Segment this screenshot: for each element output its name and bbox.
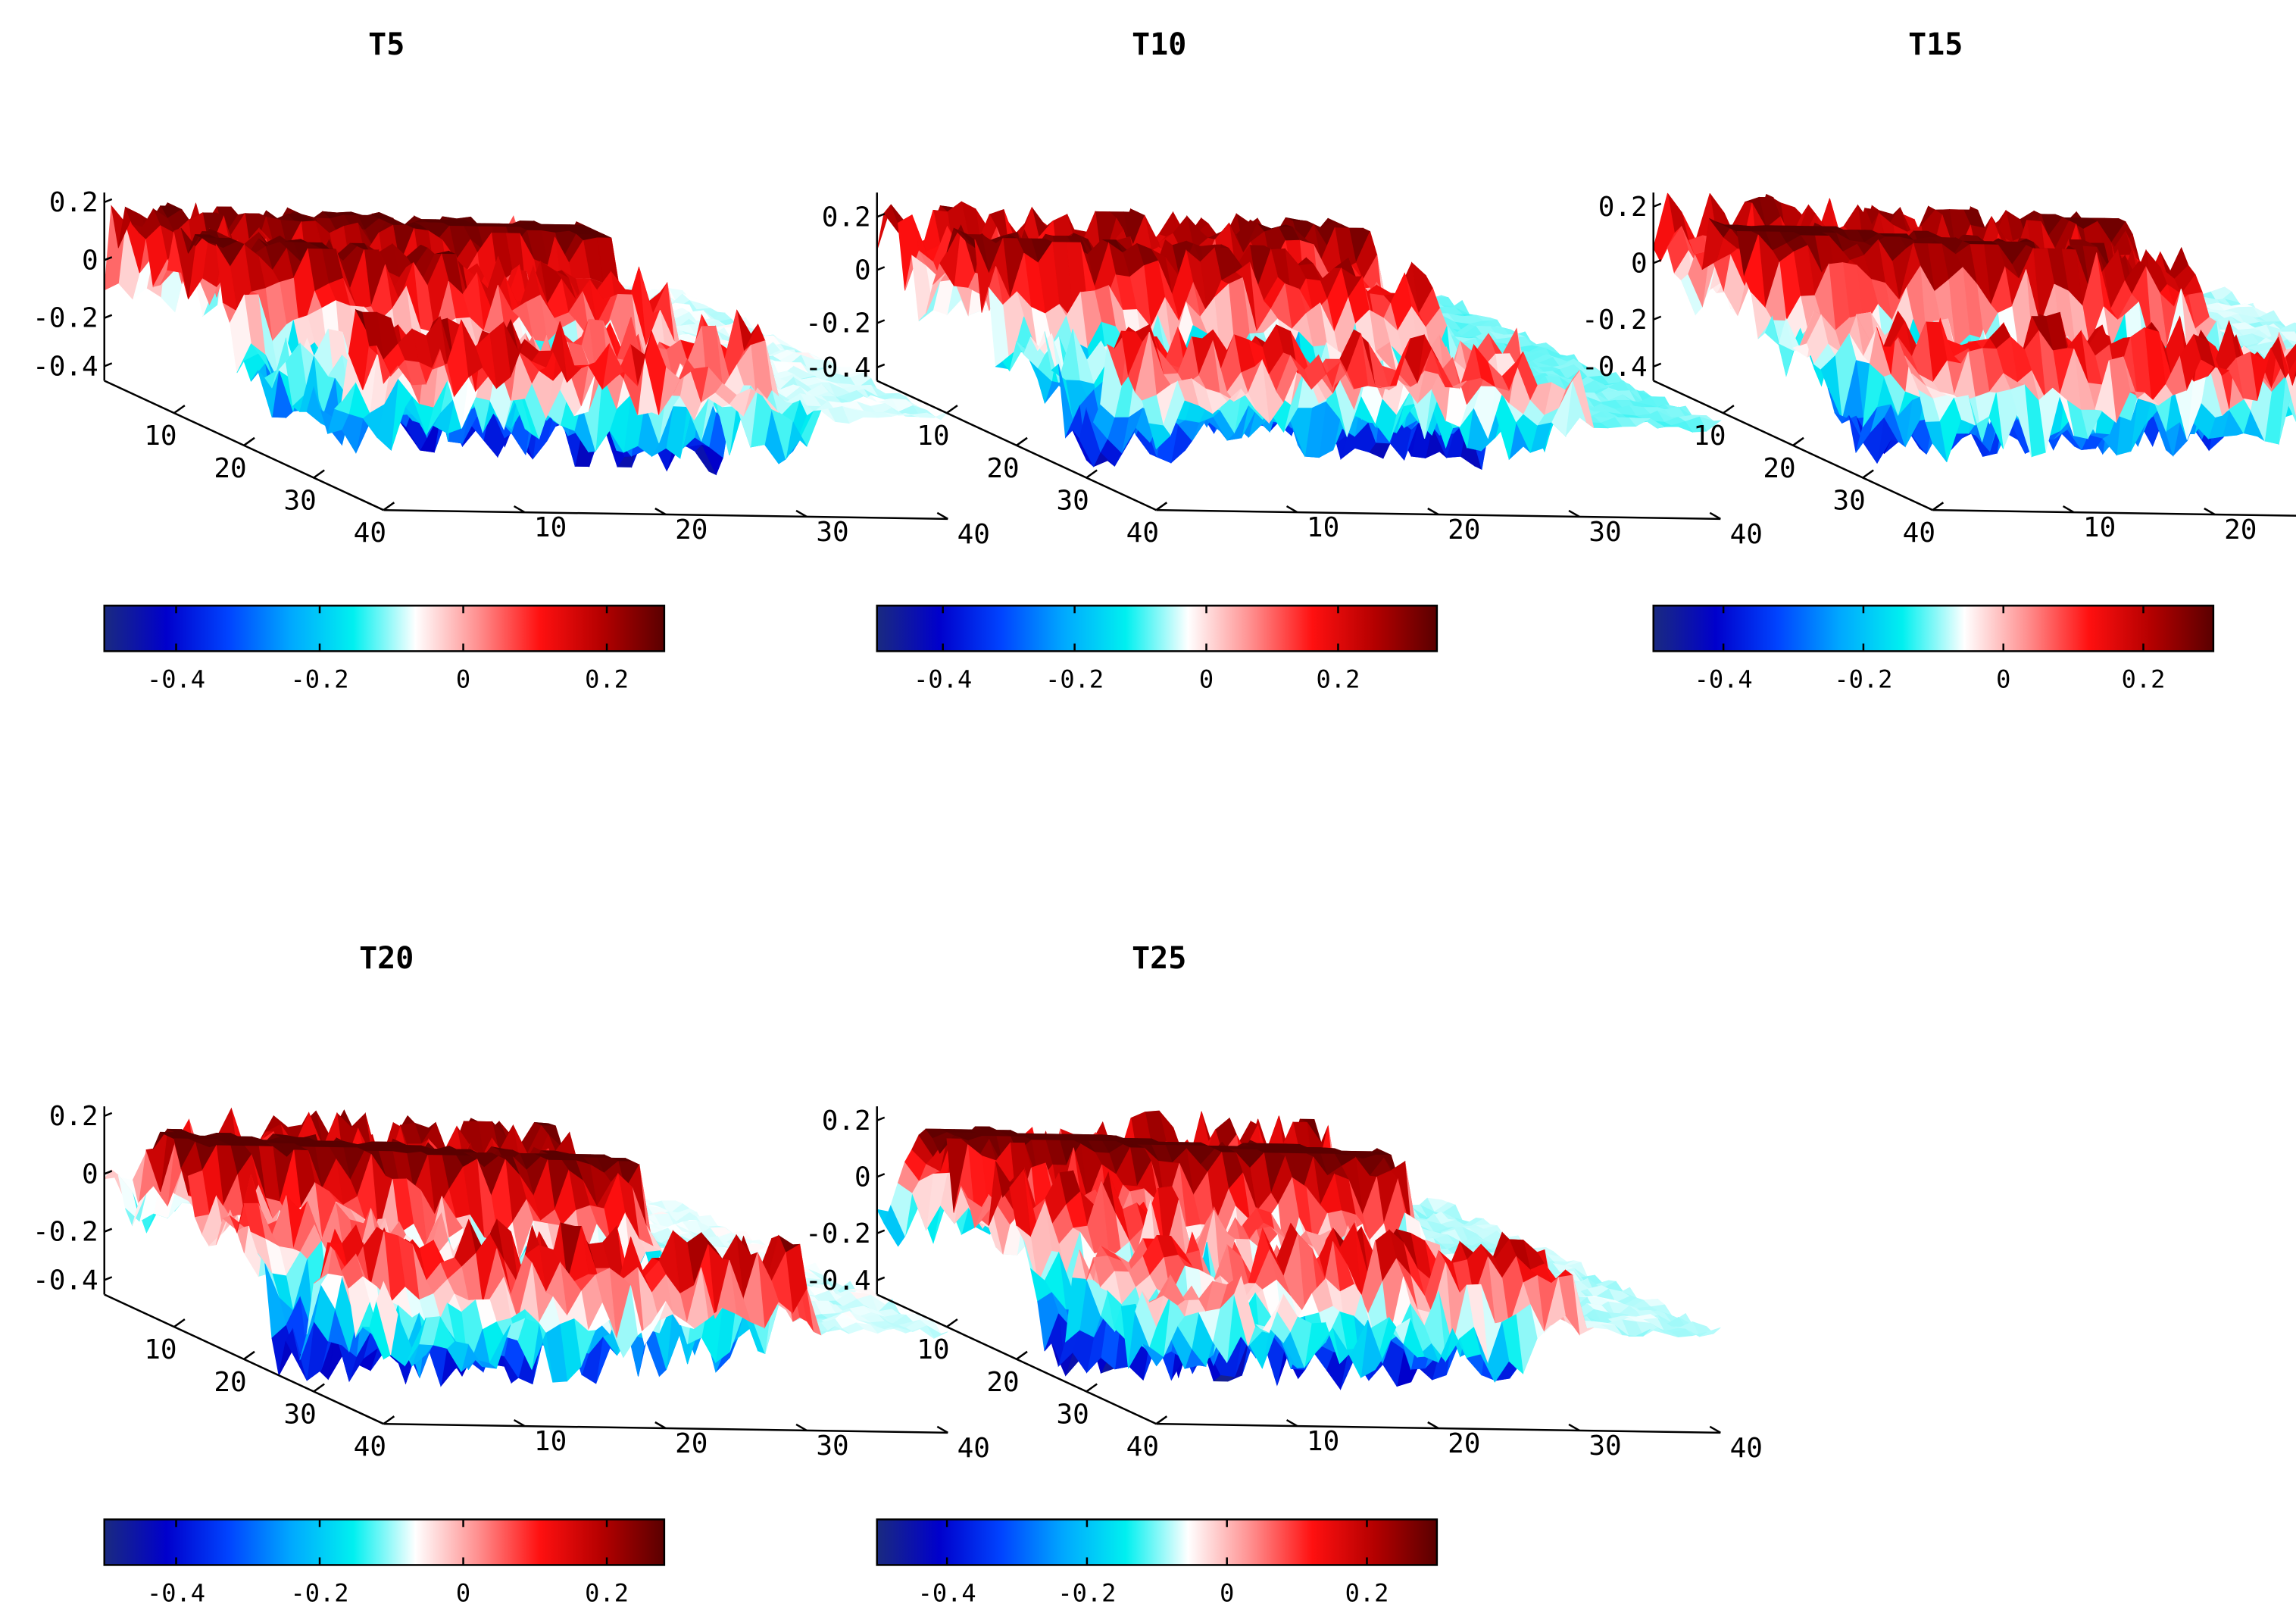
y-axis-line [383,508,948,521]
x-tick [173,405,186,414]
colorbar-tick-label: -0.2 [1045,665,1104,693]
x-tick [1932,502,1945,511]
z-tick-label: 0.2 [49,187,98,218]
x-tick [1723,405,1735,414]
z-tick-label: -0.4 [805,352,871,383]
colorbar-tick-label: 0.2 [585,665,629,693]
x-tick-label: 20 [986,453,1019,484]
y-tick-label: 10 [1307,512,1339,543]
z-tick [1653,362,1662,367]
y-tick-label: 40 [957,519,990,550]
subplot-title: T10 [1132,27,1186,62]
y-tick-label: 20 [2224,514,2257,546]
z-tick-label: -0.4 [33,351,98,382]
colorbar-tick-label: 0 [1199,665,1214,693]
colorbar-tick-label: -0.4 [914,665,972,693]
z-tick [1653,202,1662,208]
x-tick [383,502,395,511]
colorbar-gradient [876,605,1439,652]
y-tick-label: 30 [816,517,848,548]
z-tick [104,362,113,367]
x-tick-label: 10 [144,421,176,452]
x-tick-label: 10 [1693,421,1726,452]
colorbar: -0.4 -0.2 0 0.2 [103,605,666,693]
colorbar-gradient [103,605,666,652]
x-tick [1862,469,1874,479]
subplot-title: T5 [368,27,405,62]
x-tick-label: 30 [284,486,317,517]
colorbar-tick-label: 0 [1996,665,2010,693]
x-tick-label: 40 [1126,518,1159,549]
z-tick-label: 0.2 [822,202,871,233]
colorbar: -0.4 -0.2 0 0.2 [876,605,1439,693]
y-tick-label: 10 [2083,512,2116,543]
z-tick-label: -0.2 [1582,305,1648,336]
colorbar-tick-label: -0.4 [1695,665,1753,693]
x-tick-label: 40 [354,518,386,549]
colorbar-gradient [1652,605,2215,652]
x-tick-label: 20 [214,453,246,484]
y-axis-line [1156,508,1721,521]
subplot-title: T20 [359,941,414,976]
surface [104,202,948,476]
surface [1653,192,2296,464]
z-tick [876,363,886,369]
z-tick-label: -0.4 [1582,352,1648,383]
y-tick-label: 20 [1448,514,1480,546]
y-tick-label: 40 [1730,519,1763,550]
x-tick-label: 40 [1903,518,1935,549]
axes: 0.2 0 -0.2 -0.4 10 20 30 40 10 20 30 40 [33,187,990,550]
x-tick-label: 20 [1763,453,1795,484]
subplot-title: T15 [1908,27,1963,62]
colorbar-tick-label: -0.2 [290,665,348,693]
x-tick [946,405,958,414]
z-tick [1653,259,1662,264]
z-tick [104,198,113,204]
y-tick-label: 10 [534,512,567,543]
z-tick [876,319,886,324]
subplot-t15: T15 0.2 0 -0.2 -0.4 10 20 30 40 10 20 30 40 -0.4 -0.2 0… [1582,27,2296,693]
x-tick [1792,436,1804,446]
colorbar-tick-label: 0 [456,665,470,693]
colorbar-tick-label: 0.2 [1317,665,1360,693]
z-tick-label: 0 [82,245,98,276]
x-tick-label: 30 [1833,486,1866,517]
x-tick [243,436,255,446]
x-tick [313,469,325,479]
z-tick-label: 0 [1631,248,1648,279]
z-tick-label: 0.2 [1598,192,1648,223]
y-tick-label: 30 [1588,517,1621,548]
z-tick-label: -0.2 [33,303,98,334]
x-tick-label: 30 [1057,486,1089,517]
x-tick-label: 10 [917,421,949,452]
y-tick-label: 20 [675,514,708,546]
z-tick-label: 0 [854,255,871,286]
x-tick [1016,436,1028,446]
colorbar: -0.4 -0.2 0 0.2 [1652,605,2215,693]
colorbar-tick-label: -0.4 [147,665,205,693]
colorbar-tick-label: 0.2 [2122,665,2166,693]
z-tick-label: -0.2 [805,308,871,339]
x-tick [1086,469,1098,479]
surface-patch [376,346,398,384]
colorbar-tick-label: -0.2 [1834,665,1892,693]
z-tick [876,266,886,271]
surface [876,201,1722,471]
z-tick [104,314,113,319]
z-tick [1653,315,1662,321]
x-tick [1155,502,1168,511]
